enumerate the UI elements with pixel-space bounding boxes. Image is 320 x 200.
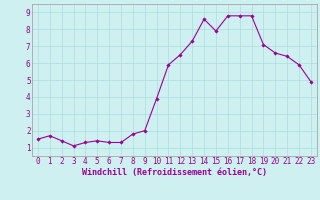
- X-axis label: Windchill (Refroidissement éolien,°C): Windchill (Refroidissement éolien,°C): [82, 168, 267, 177]
